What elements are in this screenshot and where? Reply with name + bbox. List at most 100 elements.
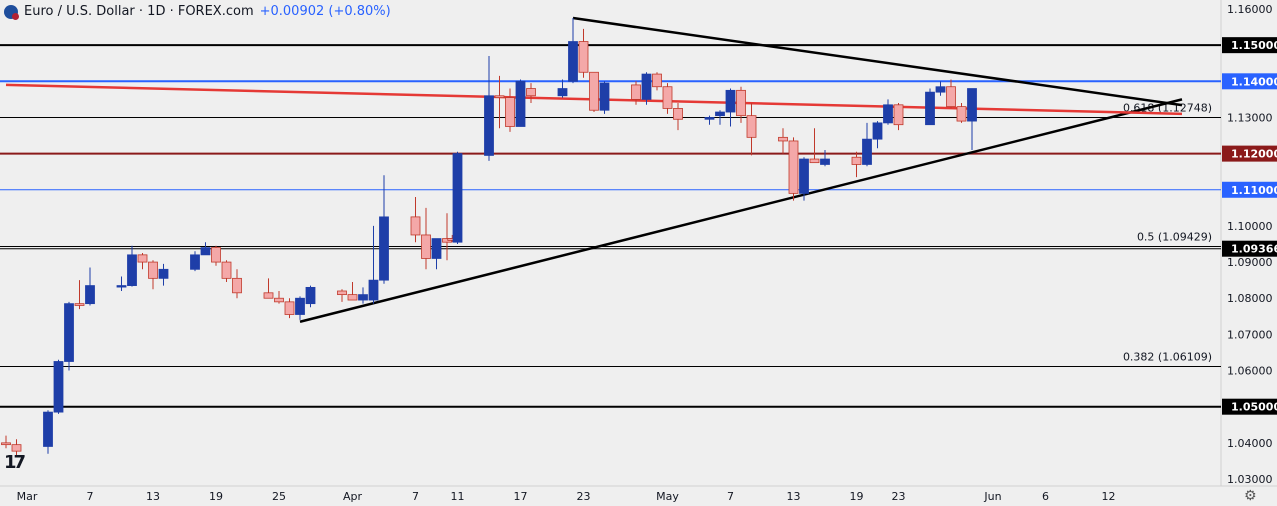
candle-body (820, 158, 830, 165)
candle-body (64, 303, 74, 362)
currency-flag-icon (4, 4, 19, 20)
candle-body (935, 86, 946, 93)
candle-body (788, 140, 799, 194)
candle-body (158, 268, 169, 279)
x-tick-label: 7 (412, 490, 419, 503)
candle-body (337, 290, 347, 296)
price-change: +0.00902 (+0.80%) (259, 4, 391, 19)
candle-body (631, 84, 641, 100)
candle-body (652, 73, 662, 88)
trendline-upper (572, 16, 1183, 107)
candle-body (851, 156, 862, 165)
price-level-badge (1222, 145, 1277, 162)
candle-body (85, 285, 95, 305)
y-tick-label: 1.04000 (1227, 437, 1273, 450)
x-tick-label: 23 (577, 490, 591, 503)
x-tick-label: 6 (1042, 490, 1049, 503)
candle-body (704, 117, 715, 120)
x-tick-label: May (656, 490, 679, 503)
candle-body (589, 71, 599, 111)
candle-body (515, 80, 526, 127)
candle-body (809, 158, 820, 164)
price-level-badge (1222, 73, 1277, 90)
trendline-lower (299, 98, 1183, 323)
candle-body (421, 234, 431, 259)
candle-body (284, 301, 295, 315)
x-tick-label: Apr (343, 490, 363, 503)
x-tick-label: 13 (787, 490, 801, 503)
candle-body (379, 216, 389, 281)
fib-label: 0.5 (1.09429) (1137, 231, 1212, 244)
candle-body (736, 89, 746, 117)
candle-body (484, 95, 494, 156)
price-level-badge-text: 1.12000 (1231, 148, 1277, 161)
candle-body (578, 41, 589, 73)
x-tick-label: Mar (17, 490, 38, 503)
candle-body (557, 88, 568, 97)
candle-body (862, 138, 872, 165)
fib-label: 0.382 (1.06109) (1123, 351, 1212, 364)
fib-label: 0.618 (1.12748) (1123, 101, 1212, 114)
x-tick-label: 23 (892, 490, 906, 503)
price-level-badge (1222, 37, 1277, 54)
candle-body (872, 122, 883, 140)
x-tick-label: 19 (850, 490, 864, 503)
candle-body (11, 444, 22, 452)
candle-body (452, 153, 463, 243)
price-level-badge (1222, 398, 1277, 415)
price-level-badge (1222, 240, 1277, 257)
y-tick-label: 1.16000 (1227, 3, 1273, 16)
tradingview-logo-icon: 17 (4, 452, 26, 473)
candle-body (967, 88, 977, 122)
candle-body (410, 216, 421, 236)
price-level-badge-text: 1.05000 (1231, 401, 1277, 414)
candle-body (946, 86, 956, 108)
candle-body (358, 294, 368, 301)
price-level-badge-text: 1.09366 (1231, 243, 1277, 256)
candle-body (641, 73, 652, 100)
y-tick-label: 1.07000 (1227, 328, 1273, 341)
candle-body (53, 361, 64, 413)
candle-body (190, 254, 200, 270)
price-level-badge-text: 1.15000 (1231, 39, 1277, 52)
x-tick-label: 13 (146, 490, 160, 503)
candle-body (778, 136, 788, 142)
candle-body (200, 247, 211, 256)
candle-body (925, 91, 935, 126)
candle-body (305, 286, 316, 305)
candle-body (127, 254, 137, 286)
x-tick-label: 7 (87, 490, 94, 503)
candle-body (526, 88, 536, 97)
x-tick-label: 7 (727, 490, 734, 503)
candle-body (956, 106, 967, 122)
price-level-badge (1222, 181, 1277, 198)
candle-body (1, 442, 11, 446)
y-tick-label: 1.08000 (1227, 292, 1273, 305)
price-level-badge-text: 1.14000 (1231, 75, 1277, 88)
y-tick-label: 1.03000 (1227, 473, 1273, 486)
x-tick-label: 19 (209, 490, 223, 503)
x-tick-label: 11 (451, 490, 465, 503)
settings-icon[interactable]: ⚙ (1244, 488, 1257, 504)
x-tick-label: 17 (514, 490, 528, 503)
price-level-badge-text: 1.11000 (1231, 184, 1277, 197)
candle-body (263, 292, 274, 299)
candle-body (431, 238, 442, 259)
candle-body (883, 104, 893, 124)
candle-body (368, 279, 379, 301)
chart-header: Euro / U.S. Dollar · 1D · FOREX.com +0.0… (4, 4, 391, 20)
candle-body (799, 158, 809, 194)
x-tick-label: Jun (983, 490, 1001, 503)
candle-body (746, 115, 757, 138)
candle-body (274, 297, 284, 303)
y-tick-label: 1.09000 (1227, 256, 1273, 269)
candle-body (148, 261, 158, 279)
candle-body (347, 294, 358, 301)
candle-body (673, 108, 683, 120)
candle-body (232, 277, 242, 294)
x-tick-label: 25 (272, 490, 286, 503)
y-tick-label: 1.10000 (1227, 220, 1273, 233)
candle-body (568, 41, 578, 82)
candle-body (295, 297, 305, 315)
